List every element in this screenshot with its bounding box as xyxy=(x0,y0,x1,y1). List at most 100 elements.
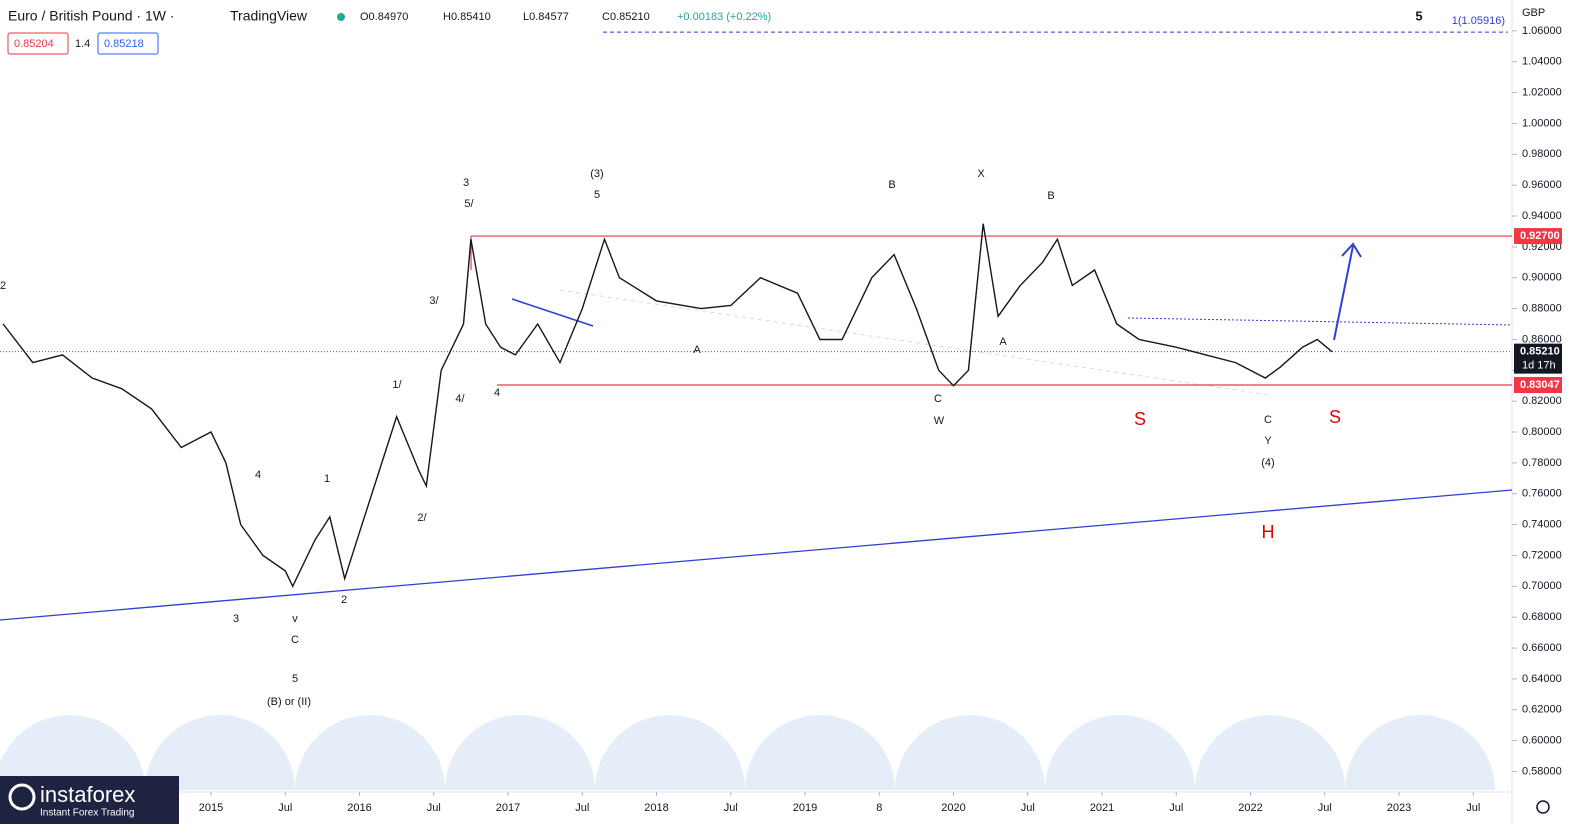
watermark-arc xyxy=(295,715,445,790)
x-tick-label: Jul xyxy=(724,802,738,814)
y-tick-label: 0.68000 xyxy=(1522,611,1562,623)
pattern-label: H xyxy=(1262,522,1275,542)
y-tick-label: 1.04000 xyxy=(1522,56,1562,68)
level-badge xyxy=(1514,377,1562,394)
wave-label: 3 xyxy=(233,613,239,625)
y-tick-label: 0.90000 xyxy=(1522,272,1562,284)
wave-label: Y xyxy=(1264,435,1272,447)
price-line xyxy=(2,223,1333,588)
x-tick-label: 8 xyxy=(876,802,882,814)
y-tick-label: 1.00000 xyxy=(1522,117,1562,129)
y-tick-label: 0.78000 xyxy=(1522,457,1562,469)
bid-box[interactable] xyxy=(7,32,69,55)
ask[interactable]: 0.85218 xyxy=(104,38,144,50)
ohlc-low: L0.84577 xyxy=(523,11,569,23)
wave-label: A xyxy=(693,344,701,356)
pattern-label: S xyxy=(1134,409,1146,429)
level-badge xyxy=(1514,228,1562,245)
wave-label: 3 xyxy=(463,177,469,189)
y-tick-label: 1.02000 xyxy=(1522,86,1562,98)
x-tick-label: 2017 xyxy=(496,802,520,814)
projection-arrow xyxy=(1333,245,1354,341)
wave-label: 2/ xyxy=(417,512,427,524)
watermark-arc xyxy=(1345,715,1495,790)
source: TradingView xyxy=(230,8,308,24)
pattern-label: S xyxy=(1329,407,1341,427)
watermark xyxy=(0,715,1495,790)
y-tick-label: 0.70000 xyxy=(1522,580,1562,592)
last-price-badge xyxy=(1514,343,1562,374)
level-badge-text: 0.92700 xyxy=(1520,230,1560,242)
wave-label: 5/ xyxy=(464,198,474,210)
logo: instaforex Instant Forex Trading xyxy=(0,776,179,824)
x-tick-label: Jul xyxy=(1318,802,1332,814)
y-tick-label: 1.06000 xyxy=(1522,25,1562,37)
x-tick-label: Jul xyxy=(427,802,441,814)
ask-box[interactable] xyxy=(97,32,159,55)
x-tick-label: Jul xyxy=(1466,802,1480,814)
level-badge-text: 0.83047 xyxy=(1520,379,1560,391)
ohlc-open: O0.84970 xyxy=(360,11,408,23)
x-tick-label: 2018 xyxy=(644,802,668,814)
watermark-arc xyxy=(145,715,295,790)
y-tick-label: 0.58000 xyxy=(1522,765,1562,777)
x-tick-label: 2016 xyxy=(347,802,371,814)
currency[interactable]: GBP xyxy=(1522,7,1545,19)
x-tick-label: Jul xyxy=(1169,802,1183,814)
wave-label: (B) or (II) xyxy=(267,696,311,708)
wave-label: 1 xyxy=(324,473,330,485)
watermark-arc xyxy=(895,715,1045,790)
wave-label: 2 xyxy=(0,280,6,292)
x-tick-label: Jul xyxy=(278,802,292,814)
x-tick-label: 2022 xyxy=(1238,802,1262,814)
wave-label: 4/ xyxy=(455,393,465,405)
y-tick-label: 0.76000 xyxy=(1522,488,1562,500)
watermark-arc xyxy=(0,715,145,790)
countdown: 1d 17h xyxy=(1522,360,1556,372)
wave-label: 5 xyxy=(292,673,298,685)
logo-tagline: Instant Forex Trading xyxy=(40,808,135,819)
settings-icon[interactable] xyxy=(1536,800,1550,814)
wave-label: 2 xyxy=(341,594,347,606)
wave-label: 3/ xyxy=(429,295,439,307)
y-tick-label: 0.62000 xyxy=(1522,704,1562,716)
symbol: Euro / British Pound · 1W · xyxy=(8,8,175,24)
y-tick-label: 0.82000 xyxy=(1522,395,1562,407)
wave-label: C xyxy=(934,393,942,405)
wave-label: B xyxy=(888,179,895,191)
wave-label: v xyxy=(292,613,298,625)
logo-name: instaforex xyxy=(40,782,135,807)
wave-label: (4) xyxy=(1261,457,1274,469)
support-trendline xyxy=(0,489,1513,621)
wave-label: 5 xyxy=(594,189,600,201)
y-tick-label: 0.66000 xyxy=(1522,642,1562,654)
wave-label: X xyxy=(977,168,985,180)
watermark-arc xyxy=(745,715,895,790)
wave-label: (3) xyxy=(590,168,603,180)
y-tick-label: 0.60000 xyxy=(1522,735,1562,747)
watermark-arc xyxy=(1045,715,1195,790)
status-dot xyxy=(337,13,345,21)
watermark-arc xyxy=(595,715,745,790)
bid[interactable]: 0.85204 xyxy=(14,38,54,50)
last-price-text: 0.85210 xyxy=(1520,346,1560,358)
ohlc-close: C0.85210 xyxy=(602,11,650,23)
x-tick-label: 2020 xyxy=(941,802,965,814)
y-tick-label: 0.98000 xyxy=(1522,148,1562,160)
logo-bg xyxy=(0,776,179,824)
x-tick-label: Jul xyxy=(1021,802,1035,814)
y-tick-label: 0.94000 xyxy=(1522,210,1562,222)
x-tick-label: 2019 xyxy=(793,802,817,814)
wave-label: 4 xyxy=(494,387,500,399)
triangle-line xyxy=(511,298,594,327)
arrow-head xyxy=(1341,242,1362,258)
target-label: 1(1.05916) xyxy=(1452,15,1505,27)
logo-icon xyxy=(8,783,36,811)
y-tick-label: 0.80000 xyxy=(1522,426,1562,438)
x-tick-label: 2015 xyxy=(199,802,223,814)
ohlc-high: H0.85410 xyxy=(443,11,491,23)
watermark-arc xyxy=(445,715,595,790)
y-tick-label: 0.72000 xyxy=(1522,549,1562,561)
